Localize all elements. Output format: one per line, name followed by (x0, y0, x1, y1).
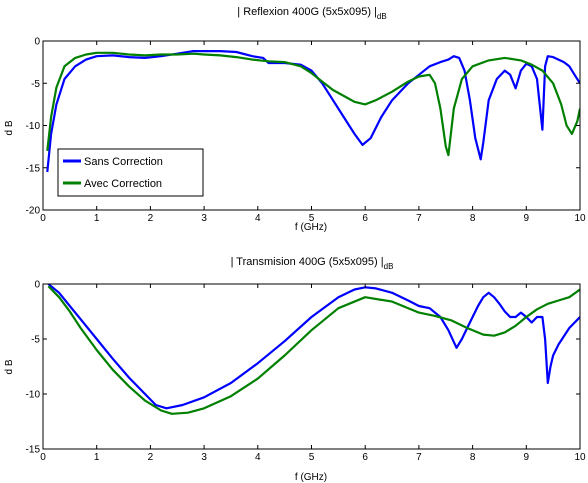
legend-entry-avec-correction: Avec Correction (84, 178, 162, 190)
y-tick-label: -5 (31, 79, 40, 90)
x-tick-label: 10 (574, 213, 586, 224)
x-tick-label: 9 (524, 213, 530, 224)
chart-title: | Reflexion 400G (5x5x095) |dB (237, 6, 386, 21)
series-line-avec-correction (47, 285, 580, 415)
plot-area (43, 284, 580, 449)
y-tick-label: 0 (34, 37, 40, 48)
y-tick-label: 0 (34, 280, 40, 291)
chart-reflexion: | Reflexion 400G (5x5x095) |dB 0 1 2 3 4 5 6 7 8… (4, 6, 586, 233)
y-tick-label: -5 (31, 335, 40, 346)
series-layer (46, 49, 580, 173)
series-line-avec-correction (46, 51, 580, 157)
x-tick-label: 8 (470, 452, 476, 463)
x-tick-label: 6 (362, 213, 368, 224)
x-tick-label: 5 (309, 213, 315, 224)
x-tick-label: 2 (148, 213, 154, 224)
x-tick-label: 7 (416, 213, 422, 224)
series-line-sans-correction (47, 284, 580, 410)
chart-title: | Transmision 400G (5x5x095) |dB (231, 256, 394, 271)
legend-entry-sans-correction: Sans Correction (84, 156, 163, 168)
y-tick-label: -15 (26, 445, 41, 456)
y-axis-label: d B (4, 120, 15, 135)
chart-transmision: | Transmision 400G (5x5x095) |dB 0 1 2 3 4 5 6… (4, 256, 586, 483)
x-tick-label: 2 (148, 452, 154, 463)
x-axis-label: f (GHz) (295, 222, 327, 233)
x-tick-label: 9 (524, 452, 530, 463)
series-layer (47, 284, 580, 415)
x-tick-label: 0 (40, 452, 46, 463)
ticks-layer: 0 1 2 3 4 5 6 7 8 9 10 0 -5 -10 -15 (26, 280, 586, 464)
x-tick-label: 5 (309, 452, 315, 463)
y-axis-label: d B (4, 359, 15, 374)
x-tick-label: 3 (201, 213, 207, 224)
x-tick-label: 1 (94, 213, 100, 224)
x-tick-label: 0 (40, 213, 46, 224)
legend-box (57, 148, 204, 197)
series-line-sans-correction (46, 49, 580, 173)
x-axis-label: f (GHz) (295, 472, 327, 483)
legend: Sans Correction Avec Correction (57, 148, 204, 197)
y-tick-label: -20 (26, 206, 41, 217)
ticks-layer: 0 1 2 3 4 5 6 7 8 9 10 0 -5 -10 -15 -20 (26, 37, 586, 225)
x-tick-label: 7 (416, 452, 422, 463)
x-tick-label: 6 (362, 452, 368, 463)
x-tick-label: 3 (201, 452, 207, 463)
y-tick-label: -15 (26, 163, 41, 174)
y-tick-label: -10 (26, 390, 41, 401)
y-tick-label: -10 (26, 121, 41, 132)
x-tick-label: 4 (255, 213, 261, 224)
x-tick-label: 1 (94, 452, 100, 463)
x-tick-label: 4 (255, 452, 261, 463)
x-tick-label: 8 (470, 213, 476, 224)
x-tick-label: 10 (574, 452, 586, 463)
